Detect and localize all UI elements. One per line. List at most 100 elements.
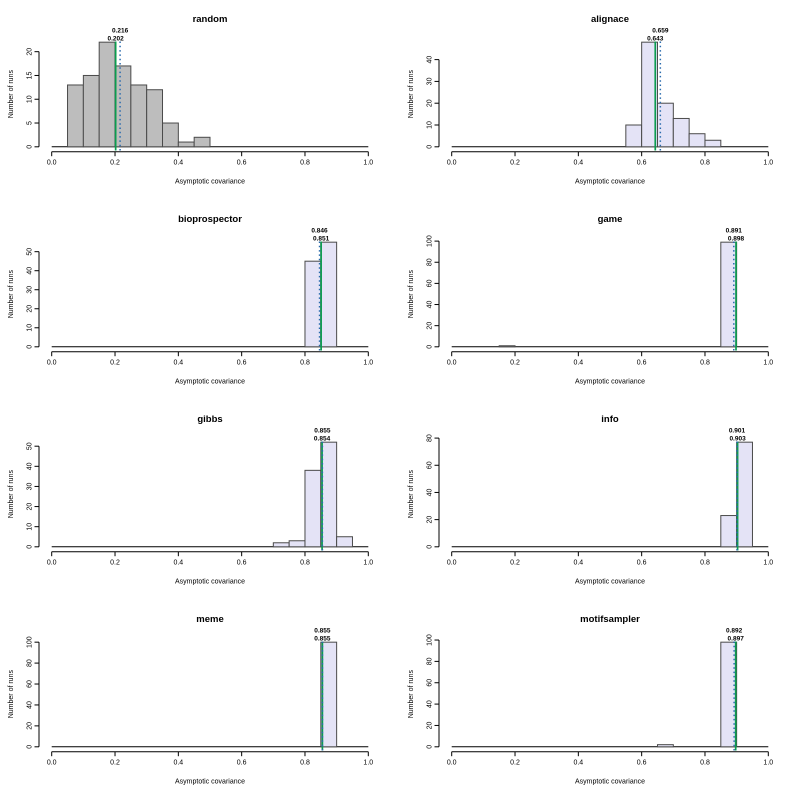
solid-line-value-label: 0.897 — [728, 636, 745, 643]
panel-title: gibbs — [197, 414, 222, 425]
histogram-bar — [720, 515, 738, 548]
y-tick-label: 0 — [27, 345, 34, 349]
y-axis: 0 10 20 30 40 50 — [27, 248, 40, 349]
x-axis: 0.0 0.2 0.4 0.6 0.8 1.0 — [447, 751, 773, 767]
histogram-bar — [114, 65, 132, 148]
y-tick-label: 20 — [427, 322, 434, 330]
x-axis-title: Asymptotic covariance — [175, 579, 245, 586]
y-tick-label: 100 — [27, 636, 34, 648]
x-tick-label: 0.4 — [173, 760, 183, 767]
x-tick-label: 1.0 — [763, 560, 773, 567]
histogram-bar — [98, 41, 116, 148]
y-axis: 0 20 40 60 80 100 — [27, 636, 40, 749]
y-axis-title: Number of runs — [8, 70, 15, 119]
y-tick-label: 80 — [27, 659, 34, 667]
panel-title: motifsampler — [580, 614, 640, 625]
histogram-bar — [177, 141, 195, 148]
y-axis-title: Number of runs — [408, 670, 415, 719]
x-tick-label: 0.2 — [510, 760, 520, 767]
x-axis: 0.0 0.2 0.4 0.6 0.8 1.0 — [447, 351, 773, 367]
y-axis: 0 20 40 60 80 100 — [427, 235, 440, 349]
histogram-bar — [625, 124, 643, 148]
histogram-bar — [498, 345, 516, 348]
x-tick-label: 0.2 — [110, 360, 120, 367]
x-tick-label: 1.0 — [363, 560, 373, 567]
histogram-bar — [130, 84, 148, 148]
y-tick-label: 20 — [27, 305, 34, 313]
x-axis-title: Asymptotic covariance — [175, 779, 245, 786]
y-tick-label: 0 — [27, 745, 34, 749]
y-tick-label: 20 — [27, 48, 34, 56]
x-tick-label: 0.2 — [110, 160, 120, 167]
histogram-info: 0 20 40 60 80 0.0 0.2 0.4 0.6 0.8 1.0 info 0.9010.90… — [408, 414, 773, 586]
panel-game: 0 20 40 60 80 100 0.0 0.2 0.4 0.6 0.8 1.0 game 0.891 0… — [400, 200, 800, 400]
solid-line-value-label: 0.854 — [314, 436, 331, 443]
y-tick-label: 60 — [427, 679, 434, 687]
y-tick-label: 5 — [27, 121, 34, 125]
y-tick-label: 60 — [427, 279, 434, 287]
dotted-line-value-label: 0.659 — [652, 28, 669, 35]
panel-bioprospector: 0 10 20 30 40 50 0.0 0.2 0.4 0.6 0.8 1.0 bioprospect… — [0, 200, 400, 400]
y-tick-label: 60 — [27, 680, 34, 688]
x-axis-title: Asymptotic covariance — [575, 779, 645, 786]
histogram-bar — [193, 136, 211, 148]
y-tick-label: 50 — [27, 442, 34, 450]
panel-gibbs: 0 10 20 30 40 50 0.0 0.2 0.4 0.6 0.8 1.0 gibbs 0.855 0… — [0, 400, 400, 600]
bars-group — [656, 641, 738, 748]
solid-line-value-label: 0.202 — [108, 36, 125, 43]
x-axis: 0.0 0.2 0.4 0.6 0.8 1.0 — [447, 551, 773, 567]
x-tick-label: 0.0 — [47, 160, 57, 167]
x-axis-title: Asymptotic covariance — [175, 379, 245, 386]
x-tick-label: 0.8 — [700, 160, 710, 167]
histogram-bar — [304, 260, 322, 348]
y-tick-label: 20 — [427, 99, 434, 107]
y-tick-label: 40 — [427, 56, 434, 64]
histogram-bar — [162, 122, 179, 148]
y-tick-label: 0 — [427, 345, 434, 349]
histogram-alignace: 0 10 20 30 40 0.0 0.2 0.4 0.6 0.8 1.0 alignace 0.659… — [408, 14, 773, 186]
bars-group — [272, 441, 353, 548]
y-tick-label: 20 — [427, 721, 434, 729]
bars-group — [320, 641, 338, 748]
y-tick-label: 60 — [427, 461, 434, 469]
y-tick-label: 20 — [27, 722, 34, 730]
histogram-random: 0 5 10 15 20 0.0 0.2 0.4 0.6 0.8 1.0 random 0.2160.2… — [8, 14, 373, 186]
histogram-bar — [304, 469, 322, 548]
x-tick-label: 0.0 — [447, 560, 457, 567]
panel-meme: 0 20 40 60 80 100 0.0 0.2 0.4 0.6 0.8 1.0 meme 0.855 0… — [0, 600, 400, 800]
x-axis: 0.0 0.2 0.4 0.6 0.8 1.0 — [47, 751, 373, 767]
histogram-bar — [641, 41, 658, 148]
y-tick-label: 0 — [427, 145, 434, 149]
y-tick-label: 10 — [27, 523, 34, 531]
histogram-motifsampler: 0 20 40 60 80 100 0.0 0.2 0.4 0.6 0.8 1.0 motifsampl… — [408, 614, 773, 786]
bars-group — [625, 41, 722, 148]
x-tick-label: 0.8 — [300, 360, 310, 367]
y-tick-label: 20 — [427, 516, 434, 524]
dotted-line-value-label: 0.855 — [314, 428, 331, 435]
histogram-bar — [672, 117, 690, 148]
x-tick-label: 0.8 — [300, 560, 310, 567]
y-tick-label: 10 — [427, 121, 434, 129]
y-tick-label: 40 — [27, 462, 34, 470]
solid-line-value-label: 0.643 — [647, 36, 664, 43]
panel-title: game — [598, 214, 623, 225]
histogram-bar — [288, 540, 306, 548]
histogram-bar — [320, 241, 338, 348]
histogram-bar — [320, 641, 338, 748]
y-tick-label: 10 — [27, 324, 34, 332]
solid-line-value-label: 0.855 — [314, 636, 331, 643]
solid-line-value-label: 0.851 — [313, 236, 330, 243]
x-tick-label: 0.2 — [510, 560, 520, 567]
x-tick-label: 0.4 — [173, 360, 183, 367]
x-tick-label: 1.0 — [763, 360, 773, 367]
x-tick-label: 0.4 — [573, 560, 583, 567]
dotted-line-value-label: 0.892 — [726, 628, 743, 635]
histogram-bar — [320, 441, 338, 548]
y-tick-label: 30 — [427, 77, 434, 85]
x-tick-label: 1.0 — [763, 760, 773, 767]
x-axis: 0.0 0.2 0.4 0.6 0.8 1.0 — [47, 151, 373, 167]
x-tick-label: 0.6 — [237, 160, 247, 167]
y-tick-label: 40 — [27, 267, 34, 275]
